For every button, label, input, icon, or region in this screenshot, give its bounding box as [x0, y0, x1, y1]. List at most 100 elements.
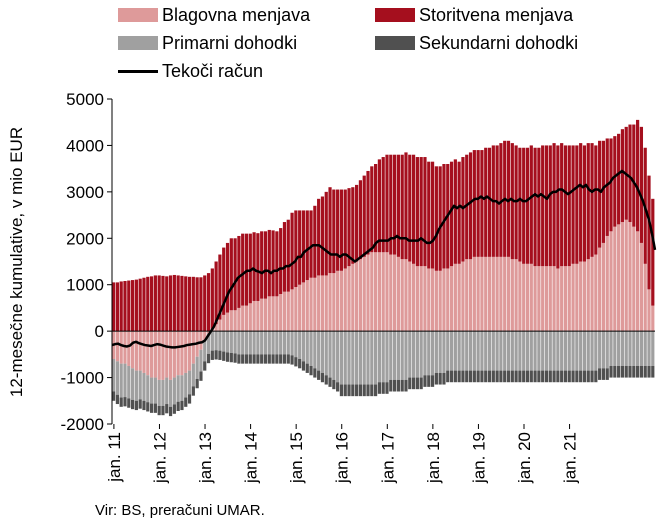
bar-segment-2-51	[305, 331, 309, 364]
bar-segment-0-132	[613, 226, 617, 332]
bar-segment-2-86	[438, 331, 442, 373]
bar-segment-2-136	[628, 331, 632, 366]
bar-segment-0-92	[461, 261, 465, 332]
bar-segment-1-115	[548, 145, 552, 267]
bar-segment-1-81	[419, 157, 423, 267]
bar-segment-2-75	[396, 331, 400, 380]
bar-segment-1-130	[605, 138, 609, 236]
bar-segment-0-76	[400, 259, 404, 332]
bar-segment-0-49	[298, 284, 302, 332]
bar-segment-1-31	[229, 238, 233, 311]
bar-segment-1-66	[362, 175, 366, 257]
bar-segment-1-10	[149, 276, 154, 332]
bar-segment-1-102	[499, 143, 503, 257]
bar-segment-1-126	[590, 143, 594, 257]
bar-segment-0-57	[328, 273, 332, 332]
y-tick-label: -2000	[61, 415, 104, 434]
bar-segment-3-46	[286, 354, 290, 364]
x-tick-label: jan. 18	[424, 432, 443, 484]
bar-segment-1-64	[355, 184, 359, 262]
bar-segment-2-71	[381, 331, 385, 383]
bar-segment-1-65	[358, 180, 363, 260]
bar-segment-1-91	[457, 161, 461, 264]
bar-segment-1-53	[313, 205, 317, 278]
bar-segment-3-120	[567, 370, 571, 383]
bar-segment-0-90	[453, 263, 457, 332]
bar-segment-2-31	[229, 331, 233, 353]
bar-segment-2-9	[146, 375, 150, 403]
bar-segment-3-131	[609, 365, 613, 378]
bar-segment-2-19	[184, 372, 188, 398]
bar-segment-0-63	[351, 263, 355, 332]
y-tick-label: 2000	[66, 229, 104, 248]
bar-segment-1-30	[225, 242, 230, 313]
bar-segment-0-19	[184, 331, 188, 373]
bar-segment-1-34	[241, 233, 245, 306]
bar-segment-0-133	[617, 224, 621, 332]
bar-segment-3-75	[396, 379, 400, 392]
bar-segment-1-94	[468, 152, 473, 260]
legend-swatch-sekundarni	[375, 36, 415, 50]
x-tick-label: jan. 11	[105, 432, 124, 483]
bar-segment-1-116	[552, 143, 556, 267]
bar-segment-2-16	[172, 377, 176, 405]
bar-segment-1-19	[184, 276, 188, 332]
bar-segment-2-20	[187, 370, 192, 395]
bar-segment-2-97	[480, 331, 484, 371]
bar-segment-3-0	[112, 391, 116, 401]
bar-segment-3-27	[214, 350, 218, 360]
legend-label-sekundarni: Sekundarni dohodki	[419, 33, 579, 53]
bar-segment-2-11	[153, 377, 157, 404]
y-axis-label: 12-mesečne kumulative, v mio EUR	[7, 127, 26, 397]
legend-swatch-primarni	[118, 36, 158, 50]
bar-segment-3-110	[529, 370, 533, 383]
bar-segment-3-102	[499, 370, 503, 383]
bar-segment-2-10	[149, 377, 154, 404]
bar-segment-1-9	[146, 276, 150, 332]
bar-segment-3-47	[290, 355, 294, 365]
bar-segment-0-113	[541, 266, 545, 332]
bar-segment-1-20	[187, 276, 192, 332]
bar-segment-2-129	[601, 331, 606, 369]
bar-segment-2-62	[347, 331, 351, 385]
bar-segment-0-34	[241, 305, 245, 332]
bar-segment-0-83	[427, 268, 431, 332]
bar-segment-3-97	[480, 370, 484, 383]
bar-segment-0-40	[263, 298, 268, 332]
bar-segment-2-28	[218, 331, 222, 351]
x-tick-label: jan. 12	[150, 432, 169, 484]
bar-segment-1-77	[404, 152, 408, 260]
bar-segment-1-87	[442, 164, 446, 269]
bar-segment-2-68	[370, 331, 374, 385]
bar-segment-1-54	[317, 198, 321, 276]
bar-segment-1-74	[392, 154, 397, 255]
bar-segment-3-126	[590, 370, 594, 383]
bar-segment-1-84	[430, 161, 435, 269]
bar-segment-1-46	[286, 219, 290, 292]
bar-segment-0-47	[290, 289, 294, 332]
bar-segment-1-72	[385, 154, 389, 253]
bar-segment-3-61	[343, 384, 347, 397]
bar-segment-2-58	[332, 331, 336, 380]
bar-segment-1-16	[172, 274, 176, 332]
bar-segment-2-87	[442, 331, 446, 373]
bar-segment-3-9	[146, 402, 150, 412]
bar-segment-0-25	[206, 331, 211, 334]
bar-segment-1-69	[374, 164, 378, 253]
bar-segment-1-5	[130, 280, 135, 332]
bar-segment-3-114	[544, 370, 549, 383]
bar-segment-3-111	[533, 370, 537, 383]
bar-segment-3-48	[294, 357, 298, 367]
bar-segment-2-79	[411, 331, 416, 378]
x-tick-label: jan. 15	[287, 432, 306, 484]
y-tick-label: 0	[95, 322, 104, 341]
bar-segment-3-53	[313, 368, 317, 378]
legend-swatch-blagovna	[118, 8, 158, 22]
bar-segment-2-112	[537, 331, 541, 371]
bar-segment-0-48	[294, 287, 298, 332]
bar-segment-3-81	[419, 377, 423, 390]
bar-segment-3-18	[180, 400, 184, 411]
bar-segment-0-37	[252, 300, 256, 332]
bar-segment-1-55	[320, 196, 325, 276]
bar-segment-0-28	[218, 319, 222, 332]
